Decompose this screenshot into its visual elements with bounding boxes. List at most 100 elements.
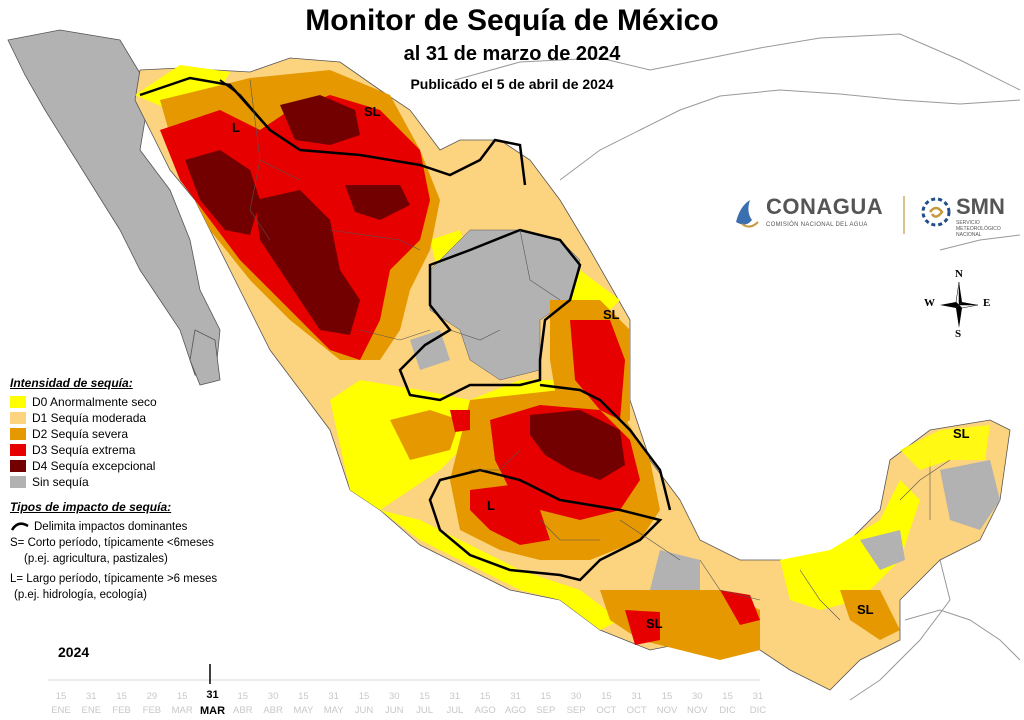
legend-row: D3 Sequía extrema — [10, 442, 240, 458]
timeline-month-label: AGO — [504, 705, 527, 716]
impact-title: Tipos de impacto de sequía: — [10, 500, 172, 514]
d3-jalisco — [450, 410, 470, 432]
d3-gulf — [570, 320, 625, 420]
smn-sub-3: NACIONAL — [956, 232, 982, 238]
timeline-month-label: OCT — [596, 705, 617, 716]
timeline-month-label: OCT — [626, 705, 647, 716]
d2-west — [390, 410, 460, 460]
legend-label: D3 Sequía extrema — [32, 443, 136, 457]
d0-pacific-south — [380, 510, 620, 630]
timeline-day-label: 30 — [570, 691, 582, 702]
timeline-month-label: JUN — [385, 705, 404, 716]
impact-line-north-divide — [219, 79, 271, 131]
region-label: L — [487, 498, 495, 513]
long-term-example: (p.ej. hidrología, ecología) — [14, 589, 147, 601]
legend-label: D2 Sequía severa — [32, 427, 129, 441]
short-term-example: (p.ej. agricultura, pastizales) — [24, 553, 168, 565]
legend: Intensidad de sequía: D0 Anormalmente se… — [10, 376, 240, 602]
state-boundaries — [249, 79, 951, 621]
timeline-day-label: 29 — [146, 691, 158, 702]
impact-line-icon — [10, 522, 29, 531]
impact-line-item: Delimita impactos dominantes — [10, 520, 240, 534]
yucatan-d0 — [900, 425, 990, 470]
us-coastline — [454, 33, 1021, 91]
central-america-outline — [904, 609, 1021, 661]
cuba-outline — [939, 234, 1021, 251]
timeline-day-label: 31 — [631, 691, 642, 702]
grey-chiapas — [860, 530, 905, 570]
timeline-day-label: 15 — [722, 691, 733, 702]
timeline-day-label: 31 — [86, 691, 97, 702]
timeline-axis — [48, 664, 760, 684]
smn-name: SMN — [956, 194, 1005, 219]
d4-durango — [345, 185, 410, 220]
compass-n: N — [955, 268, 963, 280]
legend-row: D2 Sequía severa — [10, 426, 240, 442]
timeline-day-label: 31 — [752, 691, 764, 702]
timeline-month-label: JUL — [416, 705, 434, 716]
legend-label: D0 Anormalmente seco — [32, 395, 157, 409]
conagua-name: CONAGUA — [766, 194, 884, 219]
impact-line-label: Delimita impactos dominantes — [34, 521, 188, 533]
timeline-month-label: DIC — [719, 705, 736, 716]
legend-swatch — [10, 428, 26, 440]
timeline-month-label: ABR — [233, 705, 253, 716]
timeline-month-label: MAY — [293, 705, 314, 716]
compass-rose-icon — [940, 281, 979, 328]
timeline-month-label: ENE — [81, 705, 102, 716]
legend-row: D1 Sequía moderada — [10, 410, 240, 426]
legend-swatch — [10, 396, 26, 408]
conagua-subtitle: COMISIÓN NACIONAL DEL AGUA — [766, 222, 868, 228]
timeline-month-label: ENE — [51, 705, 71, 716]
timeline-day-label: 30 — [267, 691, 279, 702]
compass-e: E — [983, 297, 991, 309]
smn-sub-1: SERVICIO — [956, 220, 980, 226]
timeline-day-label: 31 — [510, 691, 521, 702]
timeline-day-label: 15 — [540, 691, 552, 702]
timeline-month-label: JUL — [446, 705, 464, 716]
short-term-note: S= Corto período, típicamente <6meses — [10, 537, 214, 549]
legend-swatch — [10, 460, 26, 472]
timeline-month-label: SEP — [536, 705, 556, 716]
timeline-day-label: 15 — [358, 691, 370, 702]
timeline-day-label: 15 — [419, 691, 430, 702]
timeline-day-label: 15 — [55, 691, 67, 702]
d4-central — [530, 410, 625, 480]
timeline-day-label: 15 — [176, 691, 188, 702]
timeline-month-label: NOV — [687, 705, 708, 716]
d3-michoacan — [470, 485, 550, 545]
smn-subtitle: SERVICIO METEOROLÓGICO NACIONAL — [956, 220, 1001, 238]
long-term-note: L= Largo período, típicamente >6 meses — [10, 573, 218, 585]
timeline-day-label: 15 — [479, 691, 491, 702]
conagua-logo — [736, 200, 759, 228]
logo-graphics — [736, 196, 951, 234]
d0-northwest — [135, 65, 230, 110]
d3-oaxaca — [625, 610, 660, 645]
timeline-month-label: MAR — [171, 705, 193, 716]
region-label: SL — [603, 307, 620, 322]
timeline-month-label: DIC — [749, 705, 767, 716]
grey-yucatan — [940, 460, 1000, 530]
timeline-month-label: AGO — [474, 705, 496, 716]
timeline-month-label: SEP — [566, 705, 586, 716]
timeline-day-label: 15 — [601, 691, 612, 702]
timeline-day-label: 30 — [389, 691, 400, 702]
d4-sinaloa — [255, 190, 360, 335]
region-label: SL — [953, 426, 970, 441]
impact-line-north — [139, 76, 527, 186]
legend-label: Sin sequía — [32, 475, 89, 489]
intensity-title: Intensidad de sequía: — [10, 376, 133, 390]
region-label: SL — [646, 616, 663, 631]
grey-west — [410, 330, 450, 370]
timeline-day-label: 31 — [206, 689, 219, 701]
legend-row: D0 Anormalmente seco — [10, 394, 240, 410]
timeline-day-label: 31 — [449, 691, 461, 702]
legend-row: Sin sequía — [10, 474, 240, 490]
gulf-coast-us — [559, 89, 1021, 181]
legend-label: D1 Sequía moderada — [32, 411, 147, 425]
d2-guerrero — [600, 590, 760, 660]
smn-sub-2: METEOROLÓGICO — [956, 226, 1001, 232]
impact-line-altiplano — [398, 228, 582, 402]
d4-sonora — [185, 150, 260, 235]
